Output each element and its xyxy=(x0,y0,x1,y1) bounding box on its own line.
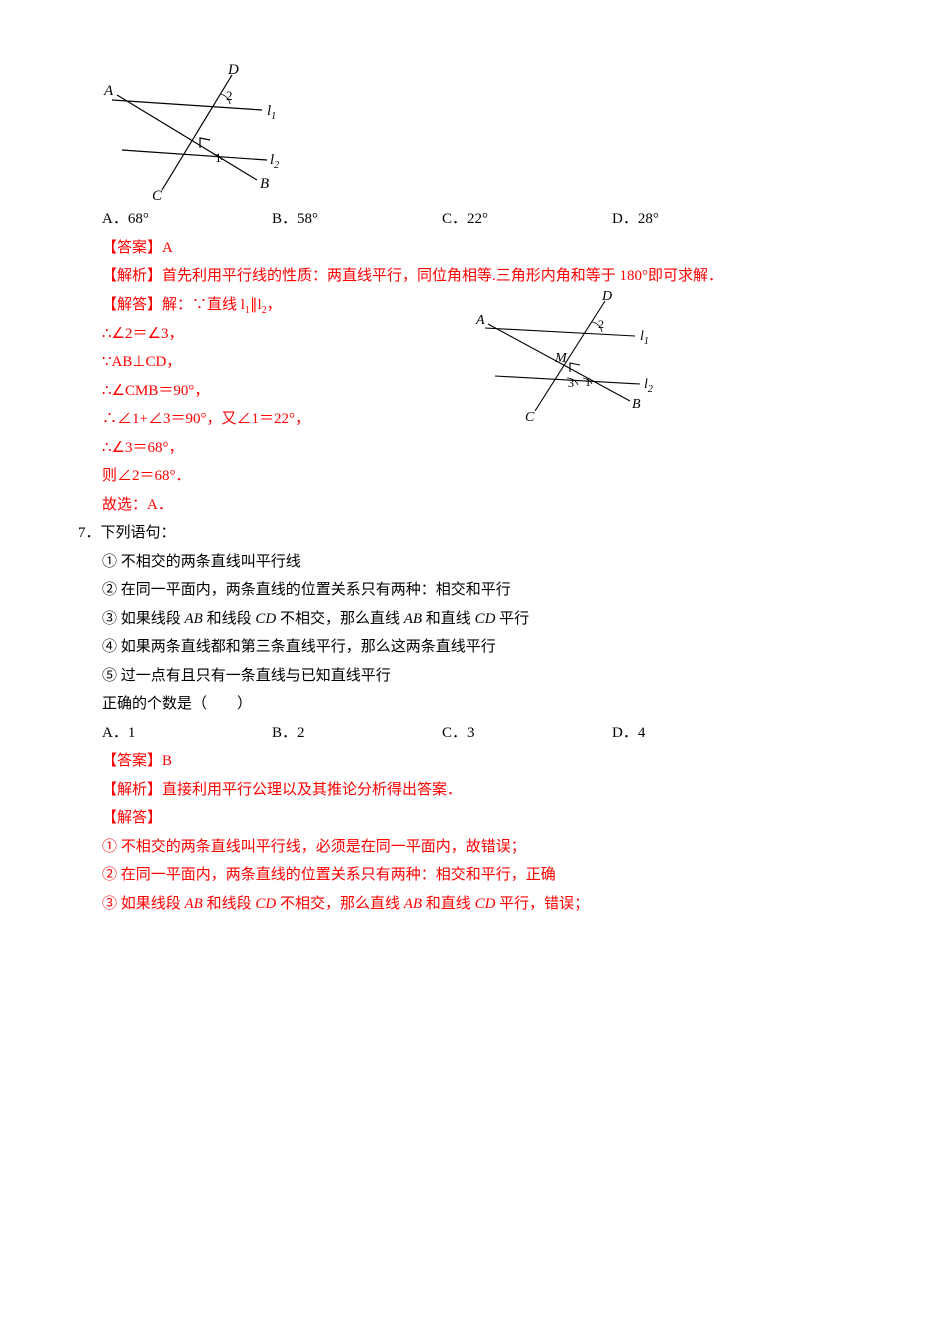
q7-number: 7． xyxy=(78,525,101,541)
q7-item-4: ④ 如果两条直线都和第三条直线平行，那么这两条直线平行 xyxy=(60,633,870,662)
label-l1: l1 xyxy=(267,103,276,122)
q7-option-A: A．1 xyxy=(102,719,272,748)
q7-solve-label: 【解答】 xyxy=(60,804,870,833)
q6-analysis-text: 首先利用平行线的性质：两直线平行，同位角相等.三角形内角和等于 180°即可求解… xyxy=(162,268,723,284)
q7-item-3: ③ 如果线段 AB 和线段 CD 不相交，那么直线 AB 和直线 CD 平行 xyxy=(60,605,870,634)
q7-option-B: B．2 xyxy=(272,719,442,748)
q7-analysis: 【解析】直接利用平行公理以及其推论分析得出答案． xyxy=(60,776,870,805)
q6-analysis-label: 【解析】 xyxy=(102,268,162,284)
q7-solve-line1: ① 不相交的两条直线叫平行线，必须是在同一平面内，故错误； xyxy=(60,833,870,862)
q7-options: A．1 B．2 C．3 D．4 xyxy=(60,719,870,748)
q7-solve-line3: ③ 如果线段 AB 和线段 CD 不相交，那么直线 AB 和直线 CD 平行，错… xyxy=(60,890,870,919)
q7-prompt: 正确的个数是（ ） xyxy=(60,690,870,719)
d2-label-l1: l1 xyxy=(640,329,649,347)
q7-item-1: ① 不相交的两条直线叫平行线 xyxy=(60,548,870,577)
label-B: B xyxy=(260,176,269,192)
q7-option-D: D．4 xyxy=(612,719,782,748)
q7-item-5: ⑤ 过一点有且只有一条直线与已知直线平行 xyxy=(60,662,870,691)
q6-option-D: D．28° xyxy=(612,205,782,234)
label-l2: l2 xyxy=(270,152,279,171)
q6-option-C: C．22° xyxy=(442,205,612,234)
q6-diagram-inline: A B C D M l1 l2 1 2 3 xyxy=(470,286,670,426)
q6-solve-line5: ∴∠3＝68°， xyxy=(102,434,870,463)
q6-analysis: 【解析】首先利用平行线的性质：两直线平行，同位角相等.三角形内角和等于 180°… xyxy=(60,262,870,291)
diagram2-svg: A B C D M l1 l2 1 2 3 xyxy=(470,286,670,426)
q6-solve-line6: 则∠2＝68°． xyxy=(102,462,870,491)
d2-label-B: B xyxy=(632,397,641,412)
q7-answer-value: B xyxy=(162,753,172,769)
q6-answer-value: A xyxy=(162,240,173,256)
q7-analysis-label: 【解析】 xyxy=(102,782,162,798)
d2-label-A: A xyxy=(475,313,485,328)
q7-item-2: ② 在同一平面内，两条直线的位置关系只有两种：相交和平行 xyxy=(60,576,870,605)
d2-label-M: M xyxy=(554,351,568,366)
q6-answer-label: 【答案】 xyxy=(102,240,162,256)
q6-option-B: B．58° xyxy=(272,205,442,234)
q6-solve-label: 【解答】 xyxy=(102,297,162,313)
q6-options: A．68° B．58° C．22° D．28° xyxy=(60,205,870,234)
q7-stem-text: 下列语句： xyxy=(101,525,176,541)
q7-answer-label: 【答案】 xyxy=(102,753,162,769)
q6-solve-block: 【解答】解：∵直线 l1∥l2， ∴∠2＝∠3， ∵AB⊥CD， ∴∠CMB＝9… xyxy=(60,291,870,520)
d2-label-D: D xyxy=(601,289,612,304)
q6-solve-line7: 故选：A． xyxy=(102,491,870,520)
q7-stem: 7．下列语句： xyxy=(60,519,870,548)
q7-answer: 【答案】B xyxy=(60,747,870,776)
q6-answer: 【答案】A xyxy=(60,234,870,263)
diagram1-svg: A B C D l1 l2 1 2 xyxy=(102,60,292,205)
q6-diagram-top: A B C D l1 l2 1 2 xyxy=(60,60,870,205)
label-D: D xyxy=(227,62,239,78)
q7-analysis-text: 直接利用平行公理以及其推论分析得出答案． xyxy=(162,782,462,798)
q7-solve-line2: ② 在同一平面内，两条直线的位置关系只有两种：相交和平行，正确 xyxy=(60,861,870,890)
label-A: A xyxy=(103,83,114,99)
q7-option-C: C．3 xyxy=(442,719,612,748)
d2-label-C: C xyxy=(525,410,535,425)
label-C: C xyxy=(152,188,163,204)
q6-option-A: A．68° xyxy=(102,205,272,234)
d2-label-l2: l2 xyxy=(644,377,653,395)
